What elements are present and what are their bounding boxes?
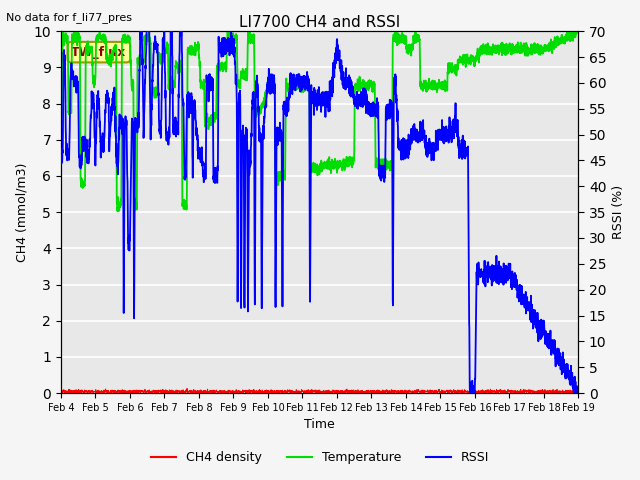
X-axis label: Time: Time (304, 419, 335, 432)
Y-axis label: RSSI (%): RSSI (%) (612, 185, 625, 239)
Text: No data for f_li77_pres: No data for f_li77_pres (6, 12, 132, 23)
Legend: CH4 density, Temperature, RSSI: CH4 density, Temperature, RSSI (146, 446, 494, 469)
Y-axis label: CH4 (mmol/m3): CH4 (mmol/m3) (15, 162, 28, 262)
Text: TW_flux: TW_flux (71, 46, 127, 59)
Title: LI7700 CH4 and RSSI: LI7700 CH4 and RSSI (239, 15, 400, 30)
